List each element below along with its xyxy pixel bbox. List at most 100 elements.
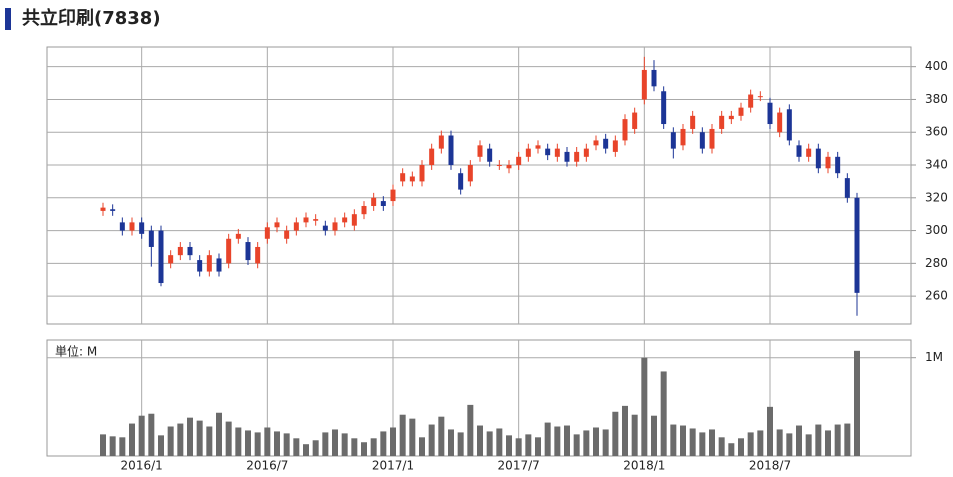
volume-bar: [457, 432, 464, 456]
candle-body: [168, 255, 174, 264]
candle-body: [264, 227, 270, 239]
volume-bar: [177, 423, 184, 456]
volume-bar: [245, 430, 251, 456]
volume-bar: [332, 429, 338, 456]
candle-body: [574, 151, 580, 162]
volume-bar: [670, 424, 677, 456]
candle-body: [632, 112, 638, 129]
candle-body: [670, 132, 676, 149]
candle-body: [854, 197, 860, 293]
volume-bar: [370, 438, 377, 456]
volume-bar: [496, 428, 503, 456]
volume-bar: [709, 429, 715, 456]
candle-body: [313, 219, 319, 221]
volume-bar: [506, 435, 512, 456]
candle-body: [835, 156, 841, 174]
volume-bar: [109, 436, 116, 456]
volume-bar: [129, 423, 135, 456]
candle-body: [767, 102, 773, 125]
candle-body: [390, 189, 396, 202]
candle-body: [815, 148, 821, 169]
candle-body: [545, 148, 551, 156]
volume-bar: [341, 433, 348, 456]
volume-bar: [448, 429, 454, 456]
volume-bar: [196, 420, 203, 456]
volume-bar: [583, 430, 590, 456]
candle-body: [235, 233, 241, 239]
volume-bar: [641, 357, 648, 456]
volume-bar: [718, 437, 725, 456]
volume-bar: [322, 432, 329, 456]
volume-bar: [815, 424, 822, 456]
candle-body: [825, 156, 831, 169]
candle-body: [245, 242, 251, 261]
candle-body: [564, 151, 570, 162]
candle-body: [332, 222, 338, 231]
volume-bar: [274, 431, 280, 456]
candle-body: [110, 209, 116, 211]
volume-bar: [119, 437, 126, 456]
candle-body: [284, 230, 290, 239]
candle-body: [777, 112, 783, 133]
volume-bar: [776, 429, 783, 456]
candle-body: [467, 165, 473, 182]
candle-body: [661, 91, 667, 125]
volume-bar: [564, 425, 570, 456]
volume-bar: [612, 411, 619, 456]
volume-bar: [100, 434, 106, 456]
x-tick-label: 2016/1: [121, 459, 163, 473]
candle-body: [293, 222, 299, 231]
volume-bar: [602, 429, 609, 456]
volume-bar: [689, 428, 696, 456]
x-tick-label: 2017/1: [372, 459, 414, 473]
volume-bar: [486, 431, 493, 456]
volume-bar: [303, 444, 309, 456]
volume-bar: [225, 421, 232, 456]
volume-bar: [757, 430, 764, 456]
volume-bar: [235, 427, 242, 456]
candle-body: [728, 115, 734, 120]
candle-body: [709, 128, 715, 149]
candle-body: [603, 138, 609, 149]
volume-bar: [699, 432, 706, 456]
volume-bar: [467, 404, 474, 456]
candle-body: [129, 222, 135, 231]
volume-bar: [796, 425, 802, 456]
volume-bar: [844, 423, 851, 456]
candle-body: [177, 246, 183, 256]
candle-body: [380, 201, 386, 206]
volume-bar: [515, 438, 522, 456]
candle-body: [100, 207, 106, 211]
candle-body: [342, 217, 348, 223]
volume-bar: [477, 425, 483, 456]
volume-bar: [361, 442, 367, 456]
volume-bar: [544, 422, 551, 456]
candle-body: [119, 222, 125, 231]
candle-body: [148, 230, 154, 247]
volume-bar: [573, 434, 580, 456]
y-tick-label: 380: [925, 92, 948, 106]
x-tick-label: 2017/7: [498, 459, 540, 473]
y-tick-label: 1M: [925, 350, 943, 364]
volume-bar: [254, 432, 261, 456]
candle-body: [351, 214, 357, 226]
volume-bar: [738, 438, 744, 456]
x-tick-label: 2016/7: [246, 459, 288, 473]
volume-bar: [525, 434, 532, 456]
candle-body: [458, 173, 464, 190]
volume-bar: [409, 418, 416, 456]
volume-bar: [293, 438, 300, 456]
volume-bar: [680, 425, 686, 456]
volume-bar: [419, 437, 425, 456]
y-tick-label: 340: [925, 158, 948, 172]
volume-bar: [593, 427, 599, 456]
volume-bar: [206, 426, 213, 456]
volume-bar: [380, 431, 387, 456]
candle-body: [496, 165, 502, 167]
candle-body: [400, 173, 406, 182]
candle-body: [593, 140, 599, 146]
volume-bar: [158, 435, 164, 456]
volume-bar: [167, 426, 174, 456]
y-tick-label: 280: [925, 256, 948, 270]
